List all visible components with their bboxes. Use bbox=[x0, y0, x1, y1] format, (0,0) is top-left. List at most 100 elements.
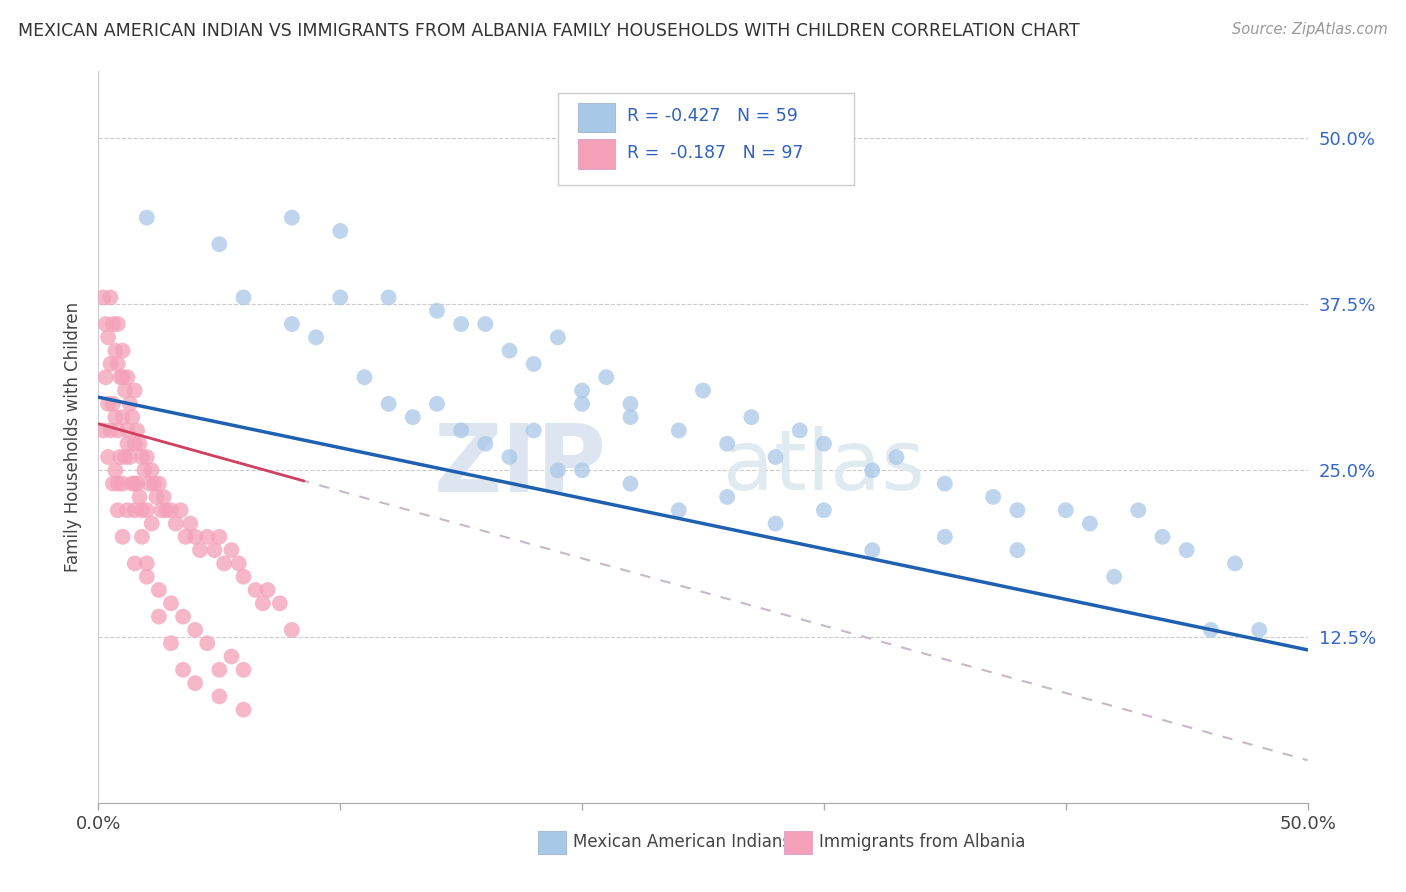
Point bbox=[135, 503, 157, 517]
Point bbox=[981, 490, 1004, 504]
Point bbox=[281, 623, 304, 637]
Point bbox=[256, 582, 278, 597]
Point bbox=[94, 317, 117, 331]
Point bbox=[117, 424, 139, 438]
Point bbox=[152, 490, 174, 504]
Point bbox=[934, 530, 956, 544]
Point bbox=[813, 503, 835, 517]
Point bbox=[329, 224, 352, 238]
Point bbox=[523, 357, 546, 371]
Point bbox=[1007, 543, 1029, 558]
Point bbox=[426, 303, 449, 318]
Point bbox=[143, 476, 166, 491]
Point bbox=[474, 436, 496, 450]
Point bbox=[1054, 503, 1077, 517]
Text: ZIP: ZIP bbox=[433, 420, 606, 512]
Point bbox=[131, 450, 153, 464]
Point bbox=[104, 343, 127, 358]
Point bbox=[619, 476, 641, 491]
Point bbox=[107, 424, 129, 438]
FancyBboxPatch shape bbox=[578, 103, 614, 132]
Point bbox=[571, 384, 593, 398]
Point bbox=[172, 663, 194, 677]
Point bbox=[692, 384, 714, 398]
Point bbox=[135, 450, 157, 464]
Point bbox=[860, 543, 883, 558]
Point bbox=[252, 596, 274, 610]
Point bbox=[547, 330, 569, 344]
Point bbox=[450, 317, 472, 331]
Point bbox=[124, 436, 146, 450]
Point bbox=[765, 516, 787, 531]
Point bbox=[108, 450, 131, 464]
Text: Immigrants from Albania: Immigrants from Albania bbox=[818, 833, 1025, 851]
Point bbox=[1102, 570, 1125, 584]
Point bbox=[498, 343, 520, 358]
Point bbox=[1152, 530, 1174, 544]
Point bbox=[716, 436, 738, 450]
Point bbox=[212, 557, 235, 571]
Point bbox=[91, 290, 114, 304]
Point bbox=[886, 450, 908, 464]
Point bbox=[100, 290, 122, 304]
Point bbox=[114, 450, 136, 464]
Point bbox=[1128, 503, 1150, 517]
Point bbox=[114, 384, 136, 398]
Point bbox=[124, 557, 146, 571]
Point bbox=[111, 530, 134, 544]
Point bbox=[117, 370, 139, 384]
Point bbox=[131, 503, 153, 517]
Point bbox=[184, 676, 207, 690]
Point bbox=[131, 530, 153, 544]
Point bbox=[107, 317, 129, 331]
FancyBboxPatch shape bbox=[558, 94, 855, 185]
Point bbox=[668, 503, 690, 517]
Point bbox=[138, 476, 160, 491]
Point bbox=[160, 636, 183, 650]
Point bbox=[111, 410, 134, 425]
Point bbox=[281, 211, 304, 225]
Point bbox=[208, 690, 231, 704]
Point bbox=[135, 211, 157, 225]
Point bbox=[111, 343, 134, 358]
Point bbox=[571, 397, 593, 411]
Point bbox=[135, 570, 157, 584]
Point bbox=[523, 424, 546, 438]
Point bbox=[1199, 623, 1222, 637]
Point bbox=[426, 397, 449, 411]
Point bbox=[145, 490, 167, 504]
Text: R =  -0.187   N = 97: R = -0.187 N = 97 bbox=[627, 144, 803, 161]
Point bbox=[305, 330, 328, 344]
Point bbox=[353, 370, 375, 384]
Point bbox=[1223, 557, 1246, 571]
Point bbox=[195, 530, 218, 544]
Point bbox=[111, 476, 134, 491]
Point bbox=[269, 596, 291, 610]
Point bbox=[141, 516, 163, 531]
Point bbox=[121, 476, 143, 491]
Y-axis label: Family Households with Children: Family Households with Children bbox=[65, 302, 83, 572]
Point bbox=[716, 490, 738, 504]
Point bbox=[141, 463, 163, 477]
Point bbox=[402, 410, 425, 425]
Point bbox=[97, 450, 120, 464]
Point bbox=[107, 476, 129, 491]
Point bbox=[148, 476, 170, 491]
Point bbox=[108, 370, 131, 384]
Point bbox=[91, 424, 114, 438]
Point bbox=[127, 476, 149, 491]
Point bbox=[208, 663, 231, 677]
Point bbox=[765, 450, 787, 464]
Point bbox=[179, 516, 201, 531]
Point bbox=[668, 424, 690, 438]
Point bbox=[1007, 503, 1029, 517]
Point bbox=[107, 357, 129, 371]
Point bbox=[619, 410, 641, 425]
Point bbox=[104, 463, 127, 477]
Point bbox=[329, 290, 352, 304]
Point bbox=[232, 290, 254, 304]
Point bbox=[232, 570, 254, 584]
Point bbox=[124, 384, 146, 398]
Point bbox=[188, 543, 211, 558]
Point bbox=[1175, 543, 1198, 558]
